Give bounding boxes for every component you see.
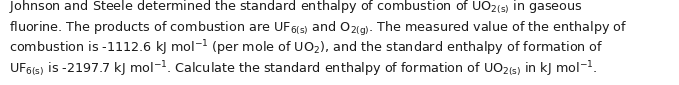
- Text: $\mathrm{UF_{6(s)}}$ is -2197.7 kJ mol$^{-1}$. Calculate the standard enthalpy o: $\mathrm{UF_{6(s)}}$ is -2197.7 kJ mol$^…: [9, 59, 597, 79]
- Text: combustion is -1112.6 kJ mol$^{-1}$ (per mole of $\mathrm{UO_2}$), and the stand: combustion is -1112.6 kJ mol$^{-1}$ (per…: [9, 38, 604, 58]
- Text: Johnson and Steele determined the standard enthalpy of combustion of $\mathrm{UO: Johnson and Steele determined the standa…: [9, 0, 583, 16]
- Text: fluorine. The products of combustion are $\mathrm{UF_{6(s)}}$ and $\mathrm{O_{2(: fluorine. The products of combustion are…: [9, 20, 627, 38]
